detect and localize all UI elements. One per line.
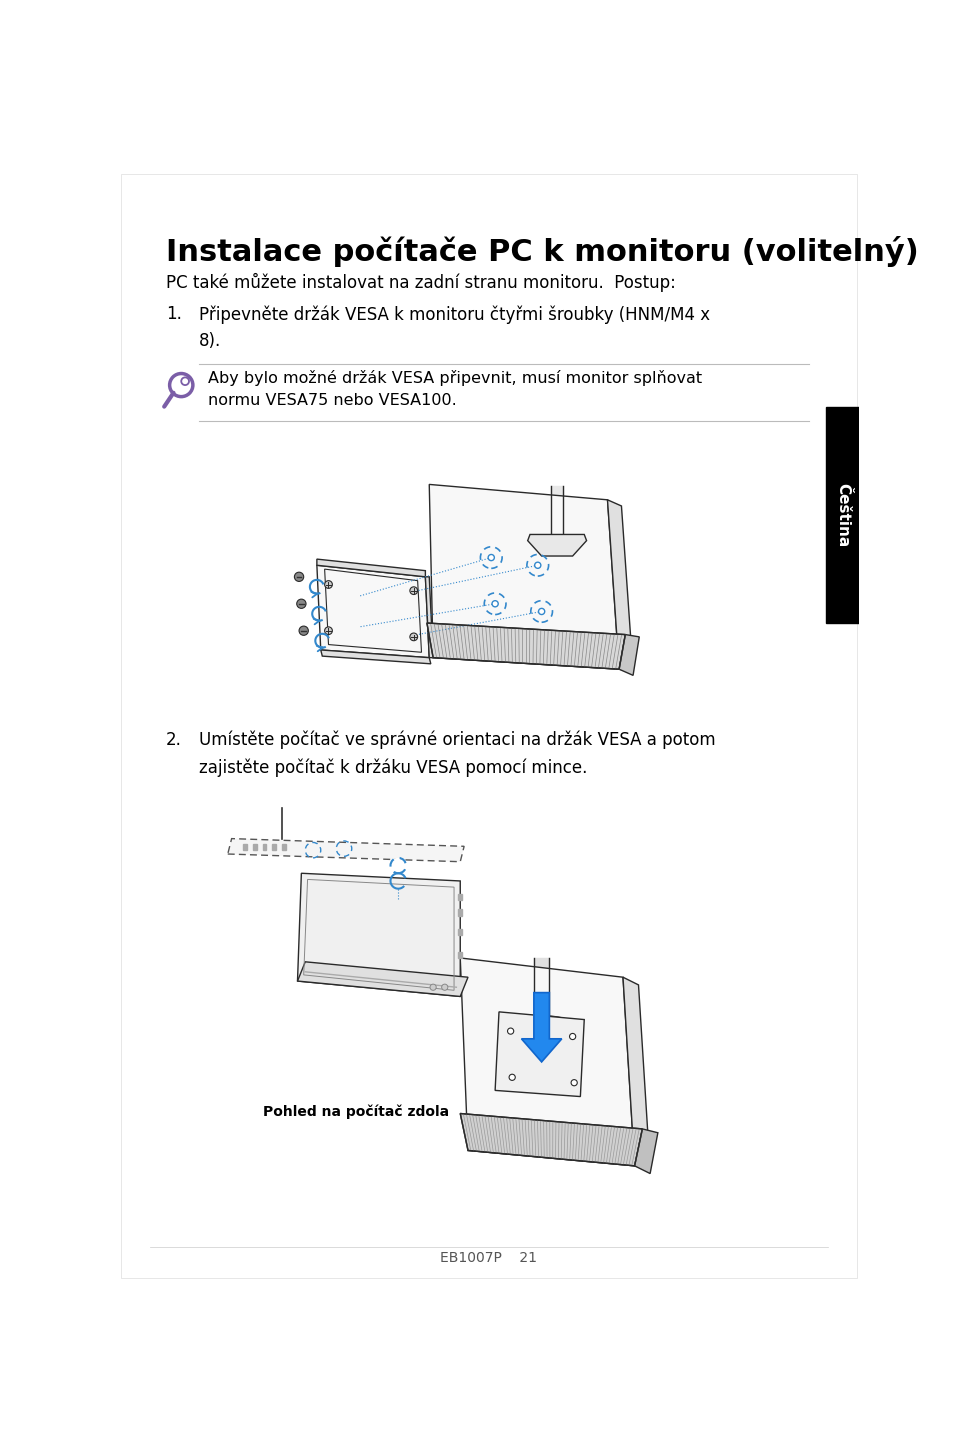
Polygon shape xyxy=(297,962,468,997)
Polygon shape xyxy=(297,873,459,997)
Polygon shape xyxy=(316,565,429,657)
Text: Aby bylo možné držák VESA připevnit, musí monitor splňovat
normu VESA75 nebo VES: Aby bylo možné držák VESA připevnit, mus… xyxy=(208,370,701,408)
Text: Čeština: Čeština xyxy=(834,483,849,548)
Text: Instalace počítače PC k monitoru (volitelný): Instalace počítače PC k monitoru (volite… xyxy=(166,236,918,266)
Polygon shape xyxy=(316,559,425,577)
Circle shape xyxy=(537,608,544,614)
Polygon shape xyxy=(634,1129,658,1173)
Circle shape xyxy=(534,562,540,568)
Circle shape xyxy=(569,1034,575,1040)
Polygon shape xyxy=(459,958,634,1166)
Text: PC také můžete instalovat na zadní stranu monitoru.  Postup:: PC také můžete instalovat na zadní stran… xyxy=(166,273,675,292)
Circle shape xyxy=(390,858,406,873)
Polygon shape xyxy=(243,844,247,850)
Circle shape xyxy=(509,1074,515,1080)
Polygon shape xyxy=(429,485,618,669)
Polygon shape xyxy=(622,978,649,1169)
Circle shape xyxy=(430,984,436,991)
Polygon shape xyxy=(320,650,431,664)
Polygon shape xyxy=(282,844,286,850)
Text: Pohled na počítač zdola: Pohled na počítač zdola xyxy=(262,1104,448,1119)
Polygon shape xyxy=(253,844,256,850)
Polygon shape xyxy=(550,486,562,535)
Polygon shape xyxy=(495,1012,583,1097)
Circle shape xyxy=(324,627,332,634)
Text: 1.: 1. xyxy=(166,305,181,324)
Polygon shape xyxy=(527,535,586,557)
Polygon shape xyxy=(272,844,276,850)
Circle shape xyxy=(296,600,306,608)
Polygon shape xyxy=(425,577,433,657)
Ellipse shape xyxy=(506,1015,576,1038)
Circle shape xyxy=(441,984,447,991)
Circle shape xyxy=(492,601,497,607)
Circle shape xyxy=(410,587,417,594)
Polygon shape xyxy=(607,500,633,672)
Circle shape xyxy=(410,633,417,641)
Polygon shape xyxy=(457,894,461,900)
Polygon shape xyxy=(618,634,639,676)
Circle shape xyxy=(294,572,303,581)
Text: Umístěte počítač ve správné orientaci na držák VESA a potom
zajistěte počítač k : Umístěte počítač ve správné orientaci na… xyxy=(199,731,715,777)
Polygon shape xyxy=(262,844,266,850)
Polygon shape xyxy=(427,623,624,669)
Polygon shape xyxy=(457,929,461,935)
Polygon shape xyxy=(228,838,464,861)
Text: 2.: 2. xyxy=(166,731,181,749)
Bar xyxy=(825,407,858,623)
Circle shape xyxy=(507,1028,513,1034)
Text: EB1007P    21: EB1007P 21 xyxy=(440,1251,537,1264)
Polygon shape xyxy=(457,909,461,916)
Polygon shape xyxy=(534,958,549,1015)
Circle shape xyxy=(324,581,332,588)
Circle shape xyxy=(488,555,494,561)
Polygon shape xyxy=(459,1113,641,1166)
Circle shape xyxy=(298,626,308,636)
Polygon shape xyxy=(457,952,461,958)
Circle shape xyxy=(571,1080,577,1086)
Text: Připevněte držák VESA k monitoru čtyřmi šroubky (HNM/M4 x
8).: Připevněte držák VESA k monitoru čtyřmi … xyxy=(199,305,709,349)
Polygon shape xyxy=(521,992,561,1061)
